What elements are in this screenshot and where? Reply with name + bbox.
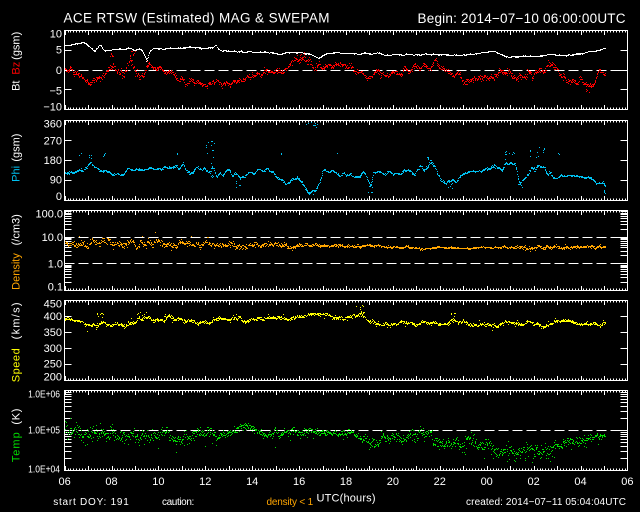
svg-text:1.0E+05: 1.0E+05 xyxy=(28,425,60,436)
svg-text:450: 450 xyxy=(44,298,62,310)
svg-text:1.0: 1.0 xyxy=(48,258,63,270)
svg-text:360: 360 xyxy=(44,118,62,130)
svg-text:Speed: Speed xyxy=(11,348,23,382)
svg-text:−10: −10 xyxy=(43,102,62,114)
svg-text:(gsm): (gsm) xyxy=(11,134,23,162)
svg-text:density < 1: density < 1 xyxy=(267,497,314,508)
svg-text:300: 300 xyxy=(44,343,62,355)
svg-text:caution:: caution: xyxy=(162,497,194,508)
svg-text:Bz: Bz xyxy=(11,62,23,75)
svg-text:Temp: Temp xyxy=(11,432,23,462)
svg-text:10: 10 xyxy=(152,476,164,488)
svg-text:250: 250 xyxy=(44,359,62,371)
svg-text:(km/s): (km/s) xyxy=(11,302,23,339)
svg-text:(/cm3): (/cm3) xyxy=(11,214,23,245)
svg-text:ACE RTSW (Estimated) MAG & SWE: ACE RTSW (Estimated) MAG & SWEPAM xyxy=(64,11,330,26)
svg-text:02: 02 xyxy=(527,476,539,488)
svg-text:0.1: 0.1 xyxy=(48,281,63,293)
svg-text:1.0E+06: 1.0E+06 xyxy=(28,389,60,400)
svg-text:0: 0 xyxy=(56,191,62,203)
svg-text:Begin: 2014−07−10 06:00:00UTC: Begin: 2014−07−10 06:00:00UTC xyxy=(418,11,626,26)
svg-text:16: 16 xyxy=(293,476,305,488)
svg-text:5: 5 xyxy=(56,45,62,57)
svg-text:Bt: Bt xyxy=(11,80,23,90)
svg-text:04: 04 xyxy=(574,476,586,488)
svg-text:10: 10 xyxy=(50,29,62,41)
svg-text:350: 350 xyxy=(44,327,62,339)
svg-text:14: 14 xyxy=(246,476,258,488)
svg-text:180: 180 xyxy=(44,155,62,167)
svg-text:12: 12 xyxy=(199,476,211,488)
svg-text:created: 2014−07−11 05:04:04UT: created: 2014−07−11 05:04:04UTC xyxy=(466,497,626,508)
svg-text:22: 22 xyxy=(434,476,446,488)
svg-text:Phi: Phi xyxy=(11,166,23,182)
svg-text:UTC(hours): UTC(hours) xyxy=(317,493,376,505)
svg-text:(gsm): (gsm) xyxy=(11,32,23,60)
svg-text:06: 06 xyxy=(621,476,633,488)
svg-text:200: 200 xyxy=(44,371,62,383)
svg-text:100.0: 100.0 xyxy=(35,208,63,220)
svg-text:00: 00 xyxy=(481,476,493,488)
svg-text:20: 20 xyxy=(387,476,399,488)
svg-text:08: 08 xyxy=(105,476,117,488)
svg-text:270: 270 xyxy=(44,135,62,147)
svg-text:10.0: 10.0 xyxy=(42,232,63,244)
svg-text:400: 400 xyxy=(44,311,62,323)
svg-text:(K): (K) xyxy=(11,409,23,425)
svg-text:0: 0 xyxy=(56,65,62,77)
svg-text:Density: Density xyxy=(11,253,23,290)
svg-text:06: 06 xyxy=(58,476,70,488)
svg-text:start DOY: 191: start DOY: 191 xyxy=(53,497,129,508)
svg-text:1.0E+04: 1.0E+04 xyxy=(28,464,60,475)
svg-text:90: 90 xyxy=(50,175,62,187)
svg-text:−5: −5 xyxy=(49,86,62,98)
svg-text:18: 18 xyxy=(340,476,352,488)
